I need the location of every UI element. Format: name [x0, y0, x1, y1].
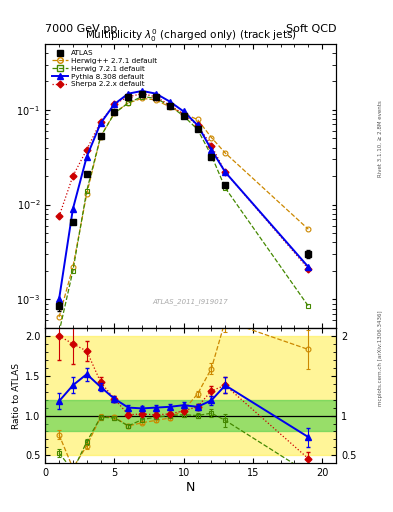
Text: mcplots.cern.ch [arXiv:1306.3436]: mcplots.cern.ch [arXiv:1306.3436] — [378, 311, 383, 406]
Title: Multiplicity $\lambda_0^0$ (charged only) (track jets): Multiplicity $\lambda_0^0$ (charged only… — [85, 27, 296, 44]
Text: ATLAS_2011_I919017: ATLAS_2011_I919017 — [153, 298, 228, 305]
X-axis label: N: N — [186, 481, 195, 494]
Text: Soft QCD: Soft QCD — [286, 24, 336, 34]
Legend: ATLAS, Herwig++ 2.7.1 default, Herwig 7.2.1 default, Pythia 8.308 default, Sherp: ATLAS, Herwig++ 2.7.1 default, Herwig 7.… — [52, 50, 157, 88]
Text: Rivet 3.1.10, ≥ 2.8M events: Rivet 3.1.10, ≥ 2.8M events — [378, 100, 383, 177]
Y-axis label: Ratio to ATLAS: Ratio to ATLAS — [12, 362, 21, 429]
Text: 7000 GeV pp: 7000 GeV pp — [45, 24, 118, 34]
